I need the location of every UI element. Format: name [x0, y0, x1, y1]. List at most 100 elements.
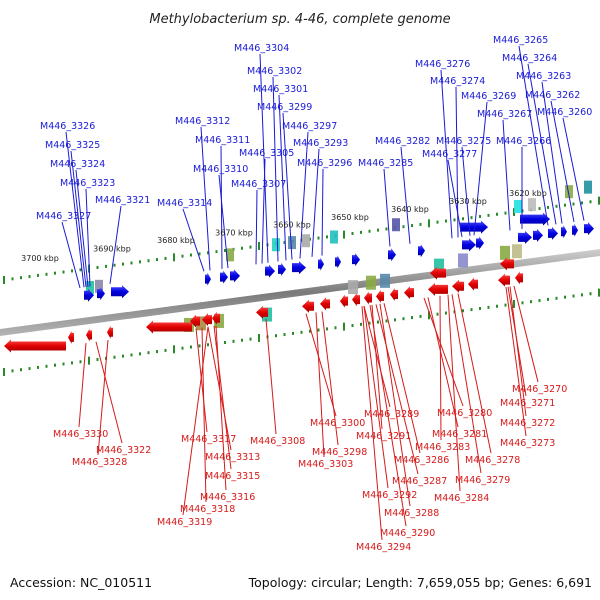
reverse-gene-arrow — [68, 330, 74, 344]
label-leader — [361, 306, 383, 541]
label-leader — [375, 304, 419, 475]
reverse-gene-label: M446_3270 — [512, 384, 567, 395]
reverse-gene-label: M446_3308 — [250, 436, 305, 447]
topology-summary: Topology: circular; Length: 7,659,055 bp… — [248, 575, 592, 590]
forward-gene-label: M446_3321 — [95, 195, 150, 206]
forward-gene-label: M446_3264 — [502, 53, 557, 64]
genome-title: Methylobacterium sp. 4-46, complete geno… — [149, 12, 450, 27]
feature-bar — [565, 185, 573, 199]
feature-bar — [348, 280, 358, 295]
label-leader — [321, 311, 339, 446]
reverse-gene-label: M446_3271 — [500, 398, 555, 409]
label-leader — [447, 159, 463, 237]
feature-bar — [86, 281, 94, 295]
label-leader — [272, 76, 279, 262]
label-leader — [65, 131, 85, 288]
feature-bar — [226, 248, 234, 262]
label-leader — [473, 101, 488, 236]
reverse-gene-arrow — [430, 266, 446, 280]
feature-bar — [380, 273, 390, 288]
forward-gene-arrow — [584, 222, 594, 236]
forward-gene-arrow — [335, 255, 341, 269]
forward-gene-label: M446_3293 — [293, 138, 348, 149]
reverse-gene-label: M446_3272 — [500, 418, 555, 429]
reverse-gene-label: M446_3280 — [437, 408, 492, 419]
forward-gene-label: M446_3297 — [282, 121, 337, 132]
feature-bar — [366, 275, 376, 290]
kbp-label: 3660 kbp — [273, 221, 311, 230]
feature-bar — [196, 316, 206, 331]
reverse-gene-arrow — [4, 339, 66, 353]
label-leader — [255, 189, 258, 265]
reverse-gene-arrow — [302, 299, 314, 313]
label-leader — [451, 294, 482, 474]
reverse-gene-label: M446_3318 — [180, 504, 235, 515]
label-leader — [383, 303, 421, 454]
reverse-gene-label: M446_3328 — [72, 457, 127, 468]
reverse-gene-arrow — [428, 282, 448, 296]
feature-bar — [528, 198, 536, 212]
label-leader — [311, 148, 320, 257]
forward-gene-label: M446_3307 — [231, 179, 286, 190]
label-leader — [97, 340, 109, 456]
forward-gene-label: M446_3275 — [436, 136, 491, 147]
label-leader — [75, 169, 89, 287]
forward-gene-arrow — [278, 262, 286, 276]
forward-gene-arrow — [292, 261, 306, 275]
label-leader — [383, 168, 391, 247]
gene-labels: M446_3304 M446_3302 M446_3301 M446_3299 M446… — [36, 35, 592, 553]
reverse-gene-label: M446_3317 — [181, 434, 236, 445]
reverse-gene-label: M446_3273 — [500, 438, 555, 449]
forward-gene-label: M446_3262 — [525, 90, 580, 101]
kbp-label: 3630 kbp — [449, 197, 487, 206]
forward-gene-label: M446_3323 — [60, 178, 115, 189]
feature-bar — [458, 253, 468, 268]
feature-bar — [288, 236, 296, 250]
label-leader — [427, 297, 459, 428]
forward-gene-arrow — [418, 244, 425, 258]
forward-gene-arrow — [230, 269, 240, 283]
label-leader — [220, 145, 223, 269]
feature-bar — [302, 234, 310, 248]
label-leader — [461, 146, 471, 236]
forward-gene-arrow — [388, 248, 396, 262]
feature-bar — [330, 230, 338, 244]
reverse-gene-label: M446_3283 — [415, 442, 470, 453]
forward-gene-arrow — [84, 288, 94, 302]
reverse-gene-arrow — [404, 286, 414, 300]
forward-gene-label: M446_3274 — [430, 76, 485, 87]
forward-gene-arrow — [462, 238, 476, 252]
accession-text: Accession: NC_010511 — [10, 575, 152, 590]
reverse-gene-arrow — [498, 273, 510, 287]
reverse-gene-label: M446_3288 — [384, 508, 439, 519]
reverse-gene-arrow — [468, 277, 478, 291]
forward-gene-label: M446_3311 — [195, 135, 250, 146]
reverse-gene-label: M446_3289 — [364, 409, 419, 420]
label-leader — [200, 126, 211, 271]
feature-bar — [392, 218, 400, 232]
reverse-gene-label: M446_3290 — [380, 528, 435, 539]
reverse-gene-arrow — [352, 293, 360, 307]
forward-gene-arrow — [265, 264, 275, 278]
label-leader — [195, 328, 208, 433]
forward-gene-arrow — [318, 257, 324, 271]
feature-bar — [500, 245, 510, 260]
feature-bar — [434, 258, 444, 273]
kbp-label: 3640 kbp — [391, 205, 429, 214]
forward-gene-label: M446_3260 — [537, 107, 592, 118]
label-leader — [363, 305, 391, 408]
label-leader — [278, 94, 287, 261]
reverse-gene-arrow — [500, 257, 514, 271]
label-leader — [423, 297, 464, 407]
label-leader — [201, 327, 207, 503]
forward-gene-arrow — [572, 223, 578, 237]
forward-gene-arrow — [352, 253, 360, 267]
label-leader — [61, 221, 81, 288]
reverse-gene-arrow — [256, 305, 268, 319]
label-leader — [379, 303, 411, 507]
label-leader — [439, 295, 442, 441]
label-leader — [509, 286, 527, 417]
forward-gene-arrow — [561, 225, 567, 239]
reverse-gene-label: M446_3319 — [157, 517, 212, 528]
